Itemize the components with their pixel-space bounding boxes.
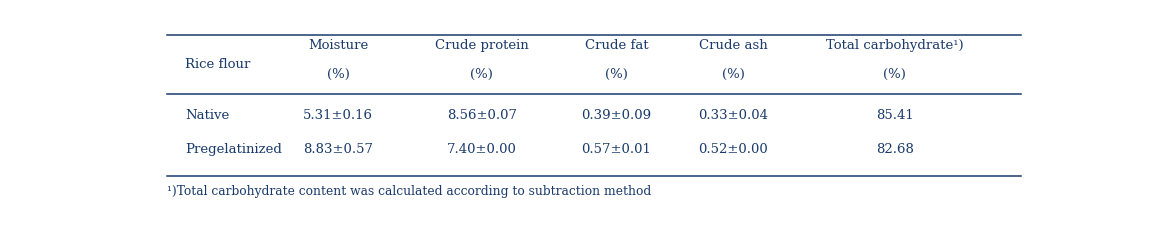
Text: 5.31±0.16: 5.31±0.16 <box>302 109 373 122</box>
Text: Crude ash: Crude ash <box>699 39 767 52</box>
Text: 0.57±0.01: 0.57±0.01 <box>582 143 651 156</box>
Text: (%): (%) <box>605 68 628 81</box>
Text: (%): (%) <box>883 68 906 81</box>
Text: (%): (%) <box>471 68 493 81</box>
Text: Crude fat: Crude fat <box>584 39 648 52</box>
Text: Pregelatinized: Pregelatinized <box>185 143 282 156</box>
Text: (%): (%) <box>722 68 744 81</box>
Text: 0.39±0.09: 0.39±0.09 <box>582 109 651 122</box>
Text: 0.52±0.00: 0.52±0.00 <box>699 143 768 156</box>
Text: 8.56±0.07: 8.56±0.07 <box>446 109 517 122</box>
Text: (%): (%) <box>327 68 349 81</box>
Text: Total carbohydrate¹): Total carbohydrate¹) <box>826 39 963 52</box>
Text: Native: Native <box>185 109 229 122</box>
Text: 0.33±0.04: 0.33±0.04 <box>698 109 768 122</box>
Text: 8.83±0.57: 8.83±0.57 <box>302 143 373 156</box>
Text: ¹)Total carbohydrate content was calculated according to subtraction method: ¹)Total carbohydrate content was calcula… <box>167 185 651 198</box>
Text: 7.40±0.00: 7.40±0.00 <box>446 143 517 156</box>
Text: 82.68: 82.68 <box>876 143 913 156</box>
Text: Rice flour: Rice flour <box>185 58 250 71</box>
Text: 85.41: 85.41 <box>876 109 913 122</box>
Text: Moisture: Moisture <box>308 39 369 52</box>
Text: Crude protein: Crude protein <box>435 39 529 52</box>
